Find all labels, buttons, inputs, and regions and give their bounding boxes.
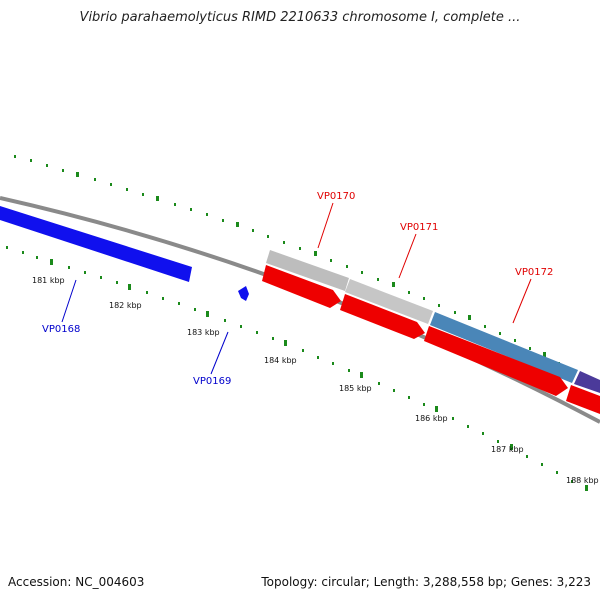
gene-label-vp0169[interactable]: VP0169 (193, 376, 231, 387)
tick-label-187: 187 kbp (491, 445, 524, 454)
tick-label-186: 186 kbp (415, 414, 448, 423)
leader-vp0172 (512, 278, 532, 324)
cds-vp0171-arrow[interactable] (340, 294, 425, 339)
cds-vp0172-arrow[interactable] (424, 326, 568, 396)
tick-label-181: 181 kbp (32, 276, 65, 285)
tick-label-182: 182 kbp (109, 301, 142, 310)
gene-vp0169-arrow[interactable] (238, 286, 249, 301)
cds-next-arrow[interactable] (566, 385, 600, 414)
leader-vp0169 (210, 331, 229, 375)
leader-vp0170 (317, 202, 334, 249)
tick-label-184: 184 kbp (264, 356, 297, 365)
gene-vp0171-bar[interactable] (345, 279, 433, 324)
tick-label-185: 185 kbp (339, 384, 372, 393)
gene-vp0172-bar[interactable] (430, 312, 578, 383)
inner-tick-ring (6, 246, 588, 491)
leader-vp0168 (61, 279, 77, 323)
accession-text: Accession: NC_004603 (8, 575, 145, 589)
gene-vp0170-bar[interactable] (266, 250, 349, 291)
genome-summary-text: Topology: circular; Length: 3,288,558 bp… (261, 575, 591, 589)
gene-label-vp0170[interactable]: VP0170 (317, 191, 355, 202)
cds-vp0170-arrow[interactable] (262, 265, 341, 308)
gene-label-vp0168[interactable]: VP0168 (42, 324, 80, 335)
tick-label-188: 188 kbp (566, 476, 599, 485)
gene-purple-bar[interactable] (574, 371, 600, 393)
leader-vp0171 (398, 233, 417, 279)
gene-label-vp0171[interactable]: VP0171 (400, 222, 438, 233)
tick-label-183: 183 kbp (187, 328, 220, 337)
gene-vp0168-bar[interactable] (0, 206, 192, 282)
gene-label-vp0172[interactable]: VP0172 (515, 267, 553, 278)
sequence-backbone (0, 196, 600, 424)
map-title: Vibrio parahaemolyticus RIMD 2210633 chr… (79, 10, 521, 25)
